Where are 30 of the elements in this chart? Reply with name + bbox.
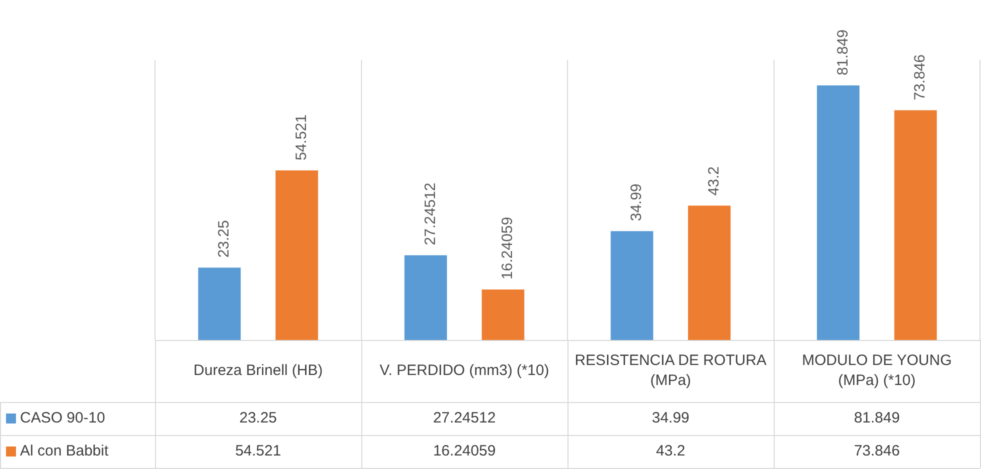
text: 54.521: [235, 442, 282, 460]
text: 27.24512: [433, 410, 496, 427]
text: 81.849: [854, 410, 900, 427]
bar: [610, 231, 654, 340]
data-label: 16.24059: [499, 216, 516, 280]
x-tick-label: MODULO DE YOUNG (MPa) (*10): [802, 352, 952, 390]
data-label: 43.2: [705, 166, 722, 196]
bar: [816, 85, 860, 340]
legend-label: Al con Babbit: [20, 442, 110, 460]
legend-label: CASO 90-10: [20, 410, 106, 427]
data-label: 73.846: [912, 54, 929, 100]
x-tick-label: RESISTENCIA DE ROTURA (MPa): [574, 352, 766, 390]
data-label: 27.24512: [422, 182, 439, 246]
data-label: 54.521: [292, 114, 310, 160]
bar: [688, 206, 731, 340]
bar: [482, 289, 524, 340]
text: 16.24059: [433, 442, 496, 460]
data-label: 34.99: [628, 184, 646, 222]
data-label: 23.25: [216, 220, 233, 258]
bar: [894, 110, 937, 340]
x-tick-label: Dureza Brinell (HB): [194, 362, 323, 380]
bar: [198, 268, 241, 340]
bar: [404, 255, 447, 340]
text: 73.846: [854, 442, 900, 460]
bar: [276, 170, 318, 340]
text: 23.25: [239, 410, 277, 427]
text: 34.99: [652, 410, 690, 427]
data-label: 81.849: [834, 29, 852, 76]
text: 43.2: [656, 442, 686, 460]
x-tick-label: V. PERDIDO (mm3) (*10): [380, 362, 550, 380]
